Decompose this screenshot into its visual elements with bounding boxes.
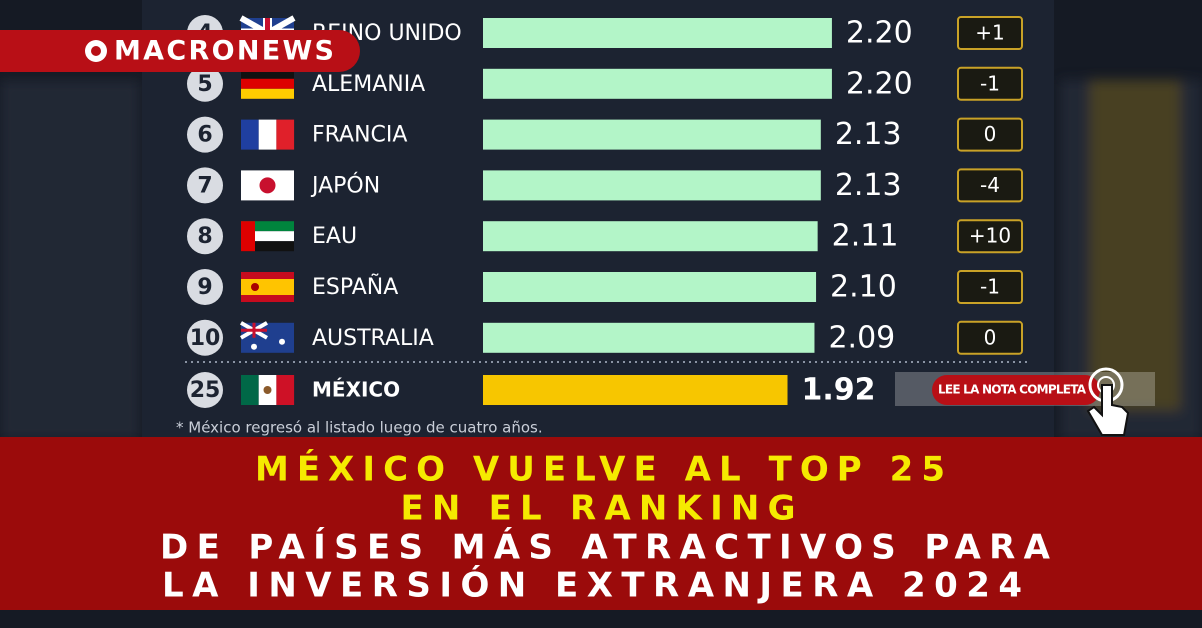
change: 0 bbox=[984, 325, 997, 349]
value-label: 2.20 bbox=[846, 66, 913, 101]
flag bbox=[263, 386, 272, 394]
cta-button[interactable]: LEE LA NOTA COMPLETA bbox=[895, 367, 1155, 436]
cta-label[interactable]: LEE LA NOTA COMPLETA bbox=[938, 383, 1087, 397]
bar bbox=[483, 221, 818, 252]
value-label: 2.20 bbox=[846, 16, 913, 51]
flag bbox=[241, 119, 259, 150]
rank-badge bbox=[187, 319, 223, 356]
flag bbox=[240, 321, 294, 353]
rank: 8 bbox=[197, 224, 212, 249]
headline-banner bbox=[0, 437, 1202, 610]
country: MÉXICO bbox=[312, 378, 400, 402]
headline-line: LA INVERSIÓN EXTRANJERA 2024 bbox=[162, 565, 1022, 606]
change-box bbox=[957, 219, 1023, 254]
flag bbox=[259, 177, 276, 194]
change: +10 bbox=[969, 224, 1011, 248]
value-label: 2.13 bbox=[835, 168, 902, 203]
rank: 6 bbox=[197, 123, 212, 148]
country: JAPÓN bbox=[310, 172, 380, 198]
change-box bbox=[957, 168, 1023, 203]
bar bbox=[483, 375, 788, 405]
bar bbox=[483, 170, 821, 201]
flag bbox=[258, 119, 277, 150]
bar bbox=[483, 272, 817, 302]
flag bbox=[241, 231, 294, 242]
value-label: 2.13 bbox=[835, 117, 902, 152]
value-label: 2.10 bbox=[830, 270, 897, 305]
flag bbox=[241, 170, 294, 201]
flag bbox=[251, 283, 259, 291]
country: ESPAÑA bbox=[312, 273, 398, 300]
bar bbox=[483, 18, 832, 48]
footnote: * México regresó al listado luego de cua… bbox=[176, 419, 543, 437]
brand: MACRONEWS bbox=[114, 36, 334, 67]
rank: 5 bbox=[197, 72, 212, 97]
bar bbox=[483, 68, 832, 99]
blurred-sides bbox=[0, 80, 1202, 440]
flag bbox=[241, 272, 294, 302]
rank: 9 bbox=[197, 275, 212, 300]
value-label: 2.11 bbox=[832, 219, 899, 254]
rank-badge bbox=[187, 167, 223, 204]
change-box bbox=[957, 117, 1023, 152]
rank: 10 bbox=[190, 326, 221, 351]
flag bbox=[241, 375, 259, 405]
value-label: 1.92 bbox=[802, 373, 876, 408]
change-box bbox=[957, 16, 1023, 50]
country: ALEMANIA bbox=[312, 72, 425, 97]
flag bbox=[241, 375, 295, 405]
flag bbox=[251, 343, 257, 350]
change: 0 bbox=[984, 122, 997, 146]
flag bbox=[241, 68, 294, 79]
change: -4 bbox=[980, 173, 1000, 197]
flag bbox=[241, 78, 294, 89]
bar bbox=[483, 119, 821, 150]
rank: 7 bbox=[197, 173, 212, 198]
change-box bbox=[957, 270, 1023, 304]
rank-badge bbox=[187, 65, 223, 102]
flag bbox=[241, 221, 255, 252]
flag bbox=[279, 338, 285, 345]
change-box bbox=[957, 66, 1023, 101]
bar bbox=[483, 322, 815, 353]
country: FRANCIA bbox=[312, 123, 407, 148]
flag bbox=[241, 322, 267, 338]
country: EAU bbox=[312, 224, 357, 249]
change-box bbox=[957, 320, 1023, 355]
change: -1 bbox=[980, 275, 1000, 299]
flag bbox=[241, 241, 294, 252]
change: +1 bbox=[975, 21, 1004, 45]
value-label: 2.09 bbox=[828, 320, 895, 355]
change: -1 bbox=[980, 71, 1000, 95]
flag bbox=[241, 119, 295, 150]
flag bbox=[276, 119, 295, 150]
rank-badge bbox=[187, 269, 223, 305]
flag bbox=[241, 221, 294, 232]
brand-badge: MACRONEWS bbox=[0, 30, 360, 72]
rank-badge bbox=[187, 218, 223, 255]
country: AUSTRALIA bbox=[312, 326, 434, 351]
rank-badge bbox=[187, 116, 223, 153]
flag bbox=[276, 375, 295, 405]
rank-badge bbox=[187, 372, 223, 408]
flag bbox=[241, 88, 294, 99]
rank: 25 bbox=[190, 378, 221, 403]
flag bbox=[241, 68, 294, 99]
flag bbox=[241, 279, 294, 295]
flag bbox=[241, 221, 294, 252]
